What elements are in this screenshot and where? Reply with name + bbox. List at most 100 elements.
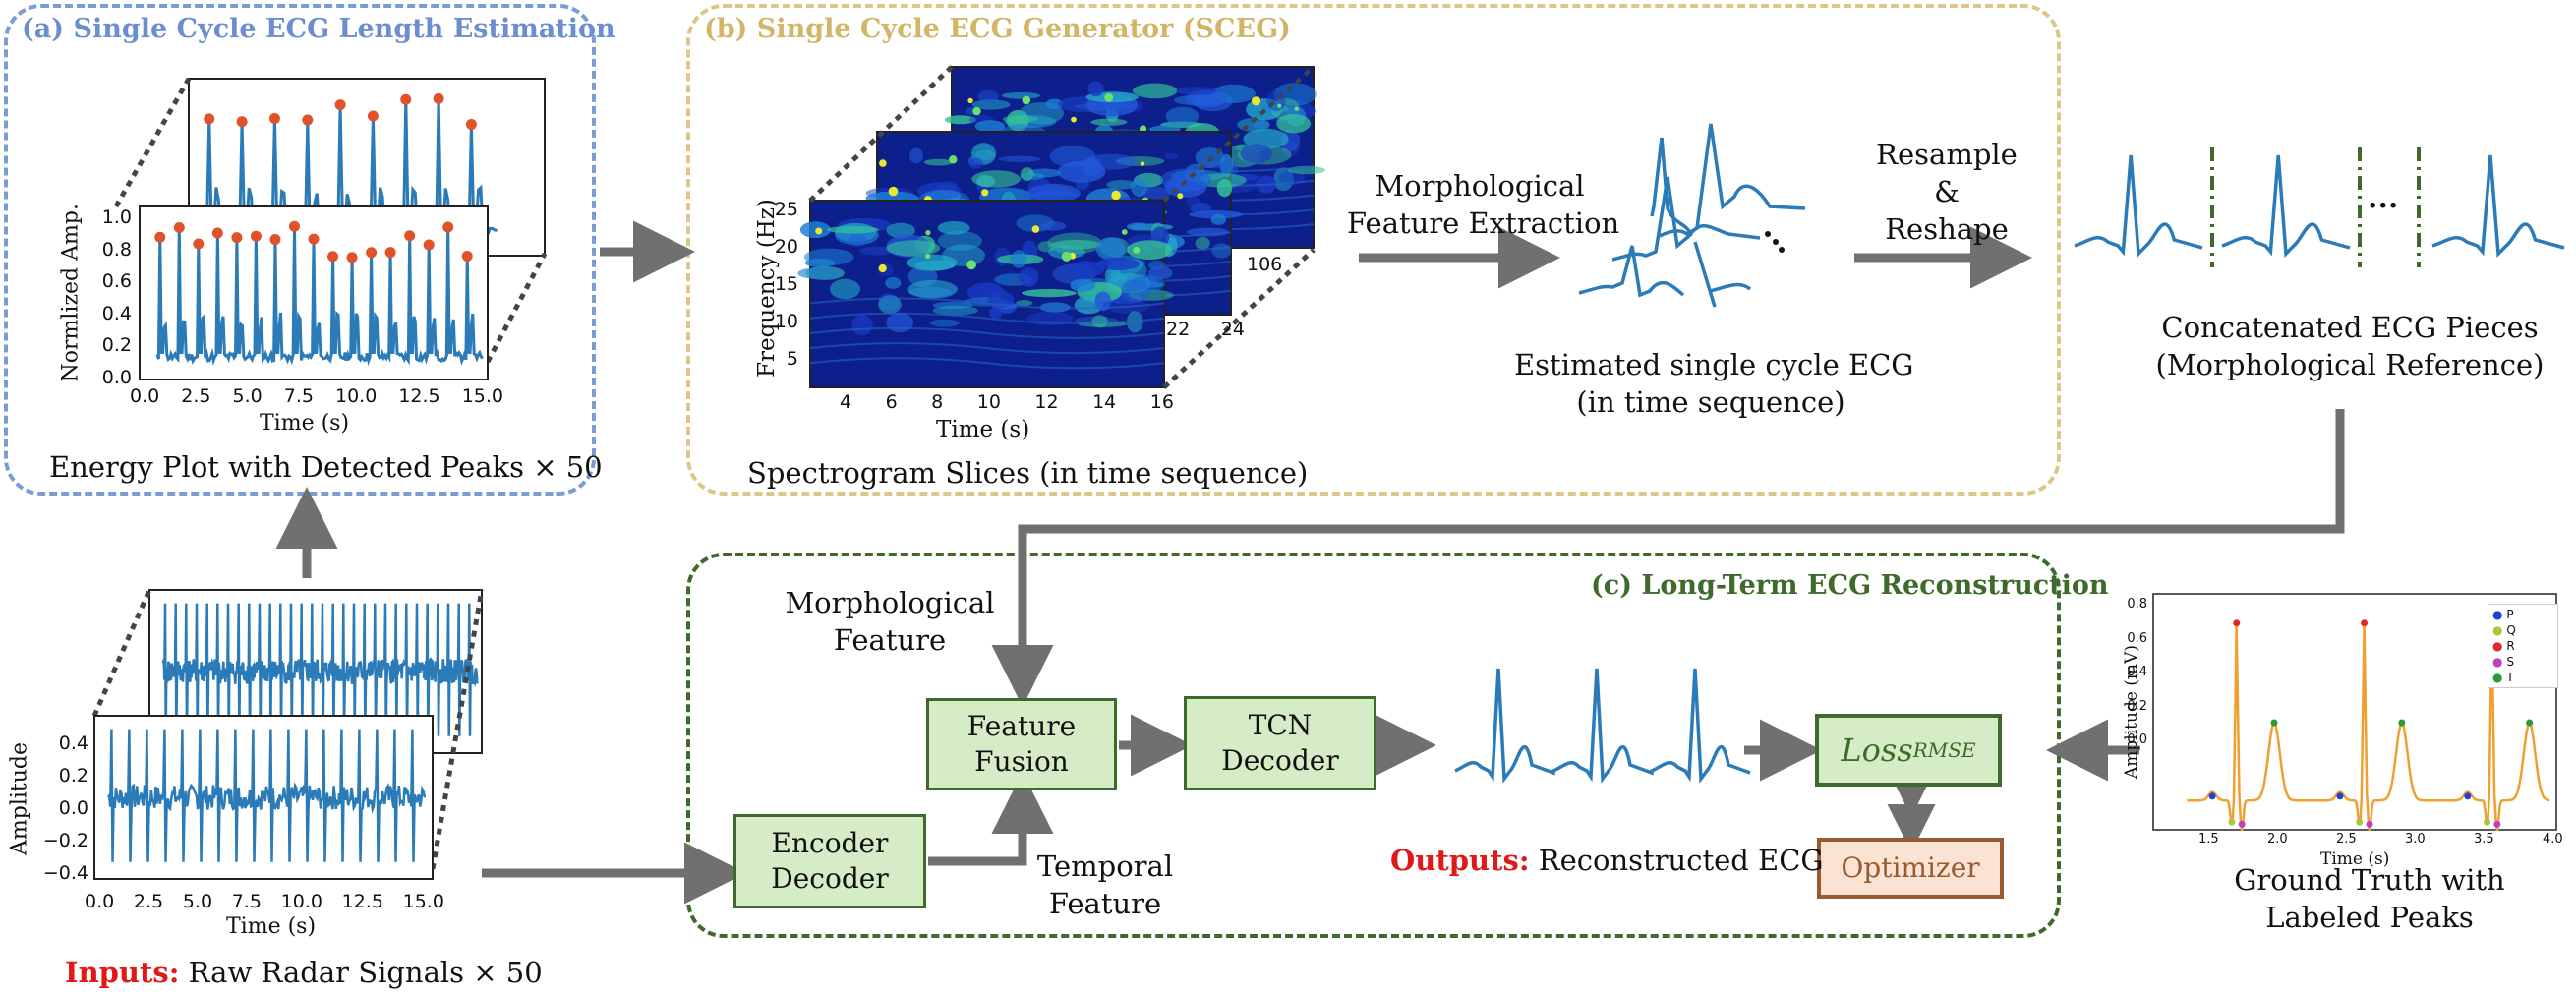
concat-ellipsis: ... bbox=[2368, 181, 2399, 215]
gt-legend-label: R bbox=[2506, 639, 2515, 653]
spectrogram-ytick: 5 bbox=[786, 348, 798, 370]
radar-xticks: 0.0 2.5 5.0 7.5 10.0 12.5 15.0 bbox=[85, 891, 444, 912]
spectrogram-yticks: 25 20 15 10 5 bbox=[759, 191, 798, 378]
radar-xtick: 0.0 bbox=[85, 891, 115, 912]
detected-peak-marker bbox=[334, 99, 346, 111]
detected-peak-marker bbox=[154, 231, 166, 243]
detected-peak-marker bbox=[173, 222, 185, 234]
gt-xtick: 3.5 bbox=[2474, 832, 2494, 847]
energy-ytick: 0.2 bbox=[101, 334, 132, 357]
concatenated-line1: Concatenated ECG Pieces bbox=[2161, 311, 2539, 344]
detected-peak-marker bbox=[384, 247, 396, 259]
gt-yticks: 0.8 0.6 0.4 0.2 0.0 bbox=[2114, 588, 2147, 758]
radar-ylabel: Amplitude bbox=[7, 741, 32, 856]
detected-peak-marker bbox=[461, 250, 473, 262]
morph-feature-label: Morphological Feature bbox=[767, 584, 1013, 659]
gt-xtick: 4.0 bbox=[2543, 832, 2563, 847]
estimated-single-line1: Estimated single cycle ECG bbox=[1514, 348, 1914, 381]
concat-separators bbox=[2210, 147, 2421, 267]
loss-sub: RMSE bbox=[1912, 738, 1976, 762]
gt-ytick: 0.6 bbox=[2127, 630, 2147, 646]
detected-peak-marker bbox=[211, 227, 223, 239]
gt-legend-label: T bbox=[2506, 671, 2514, 684]
spectrogram-xtick: 16 bbox=[1149, 391, 1174, 413]
labeled-peak-marker bbox=[2238, 820, 2246, 828]
optimizer-box: Optimizer bbox=[1817, 838, 2004, 899]
detected-peak-marker bbox=[193, 238, 205, 250]
spectrogram-ytick: 10 bbox=[774, 311, 798, 332]
concatenated-ecg-pieces bbox=[2074, 154, 2565, 258]
panel-a-title: (a) Single Cycle ECG Length Estimation bbox=[22, 14, 615, 44]
gt-legend-s: ● S bbox=[2492, 655, 2514, 669]
resample-label: Resample & Reshape bbox=[1848, 136, 2045, 248]
spectrogram-stack bbox=[797, 65, 1325, 389]
detected-peak-marker bbox=[268, 112, 280, 124]
radar-ytick: −0.2 bbox=[42, 830, 88, 851]
gt-xtick: 2.0 bbox=[2267, 832, 2288, 847]
spectrogram-ytick: 25 bbox=[774, 199, 798, 220]
detected-peak-marker bbox=[302, 114, 314, 126]
radar-ytick: 0.2 bbox=[58, 765, 88, 787]
inputs-text: Raw Radar Signals × 50 bbox=[188, 956, 543, 989]
labeled-peak-marker bbox=[2208, 792, 2216, 800]
detected-peak-marker bbox=[231, 232, 243, 244]
panel-c-title: (c) Long-Term ECG Reconstruction bbox=[1591, 570, 2109, 601]
loss-main: Loss bbox=[1841, 732, 1913, 769]
gt-ytick: 0.4 bbox=[2127, 665, 2147, 679]
encoder-line2: Decoder bbox=[771, 862, 889, 895]
fusion-line2: Fusion bbox=[974, 745, 1069, 778]
energy-xlabel: Time (s) bbox=[260, 411, 350, 436]
detected-peak-marker bbox=[308, 233, 320, 245]
estimated-single-label: Estimated single cycle ECG (in time sequ… bbox=[1514, 346, 1914, 421]
spectrogram-xtick: 6 bbox=[885, 391, 898, 413]
energy-xtick: 2.5 bbox=[181, 385, 211, 407]
ground-truth-line2: Labeled Peaks bbox=[2265, 901, 2474, 934]
radar-plot bbox=[93, 715, 434, 880]
optimizer-label: Optimizer bbox=[1841, 851, 1980, 884]
detected-peak-marker bbox=[465, 118, 477, 130]
spectrogram-caption: Spectrogram Slices (in time sequence) bbox=[747, 456, 1309, 490]
labeled-peak-marker bbox=[2464, 792, 2472, 800]
detected-peak-marker bbox=[269, 234, 281, 246]
gt-legend: ● P ● Q ● R ● S ● T bbox=[2488, 604, 2558, 688]
gt-legend-label: S bbox=[2506, 655, 2514, 669]
resample-line1: Resample bbox=[1876, 138, 2018, 171]
gt-legend-r: ● R bbox=[2492, 639, 2515, 653]
tcn-decoder-box: TCN Decoder bbox=[1184, 696, 1376, 790]
energy-yticks: 1.0 0.8 0.6 0.4 0.2 0.0 bbox=[90, 202, 132, 394]
detected-peak-marker bbox=[204, 113, 215, 125]
outputs-prefix: Outputs: bbox=[1390, 844, 1530, 877]
labeled-peak-marker bbox=[2233, 619, 2241, 627]
gt-legend-t: ● T bbox=[2492, 671, 2514, 684]
resample-line3: Reshape bbox=[1885, 212, 2009, 246]
spectrogram-mid-ticks: 22 24 bbox=[1166, 319, 1245, 340]
labeled-peak-marker bbox=[2356, 818, 2364, 826]
detected-peak-marker bbox=[236, 116, 248, 128]
temporal-feature-label: Temporal Feature bbox=[1007, 848, 1203, 922]
tcn-line2: Decoder bbox=[1221, 744, 1339, 777]
energy-xtick: 10.0 bbox=[335, 385, 378, 407]
energy-xtick: 5.0 bbox=[232, 385, 263, 407]
radar-xlabel: Time (s) bbox=[226, 914, 317, 939]
ground-truth-label: Ground Truth with Labeled Peaks bbox=[2202, 861, 2537, 936]
feature-fusion-box: Feature Fusion bbox=[926, 698, 1117, 790]
energy-xtick: 15.0 bbox=[461, 385, 503, 407]
flow-arrows bbox=[275, 220, 2345, 905]
detected-peak-marker bbox=[250, 230, 262, 242]
detected-peak-marker bbox=[327, 251, 339, 263]
spectrogram-mid-tick: 24 bbox=[1220, 319, 1245, 340]
labeled-peak-marker bbox=[2366, 820, 2373, 828]
spectrogram-top-tick: 106 bbox=[1247, 254, 1283, 275]
detected-peak-marker bbox=[366, 247, 378, 259]
energy-ylabel: Normlized Amp. bbox=[58, 204, 84, 382]
spectrogram-ytick: 15 bbox=[774, 273, 798, 295]
ground-truth-line1: Ground Truth with bbox=[2234, 863, 2505, 897]
radar-ytick: 0.0 bbox=[58, 797, 88, 819]
morph-feature-line2: Feature bbox=[833, 623, 947, 657]
spectrogram-xtick: 8 bbox=[931, 391, 944, 413]
encoder-line1: Encoder bbox=[771, 827, 889, 859]
labeled-peak-marker bbox=[2361, 619, 2369, 627]
radar-xtick: 12.5 bbox=[341, 891, 383, 912]
energy-xtick: 12.5 bbox=[398, 385, 440, 407]
